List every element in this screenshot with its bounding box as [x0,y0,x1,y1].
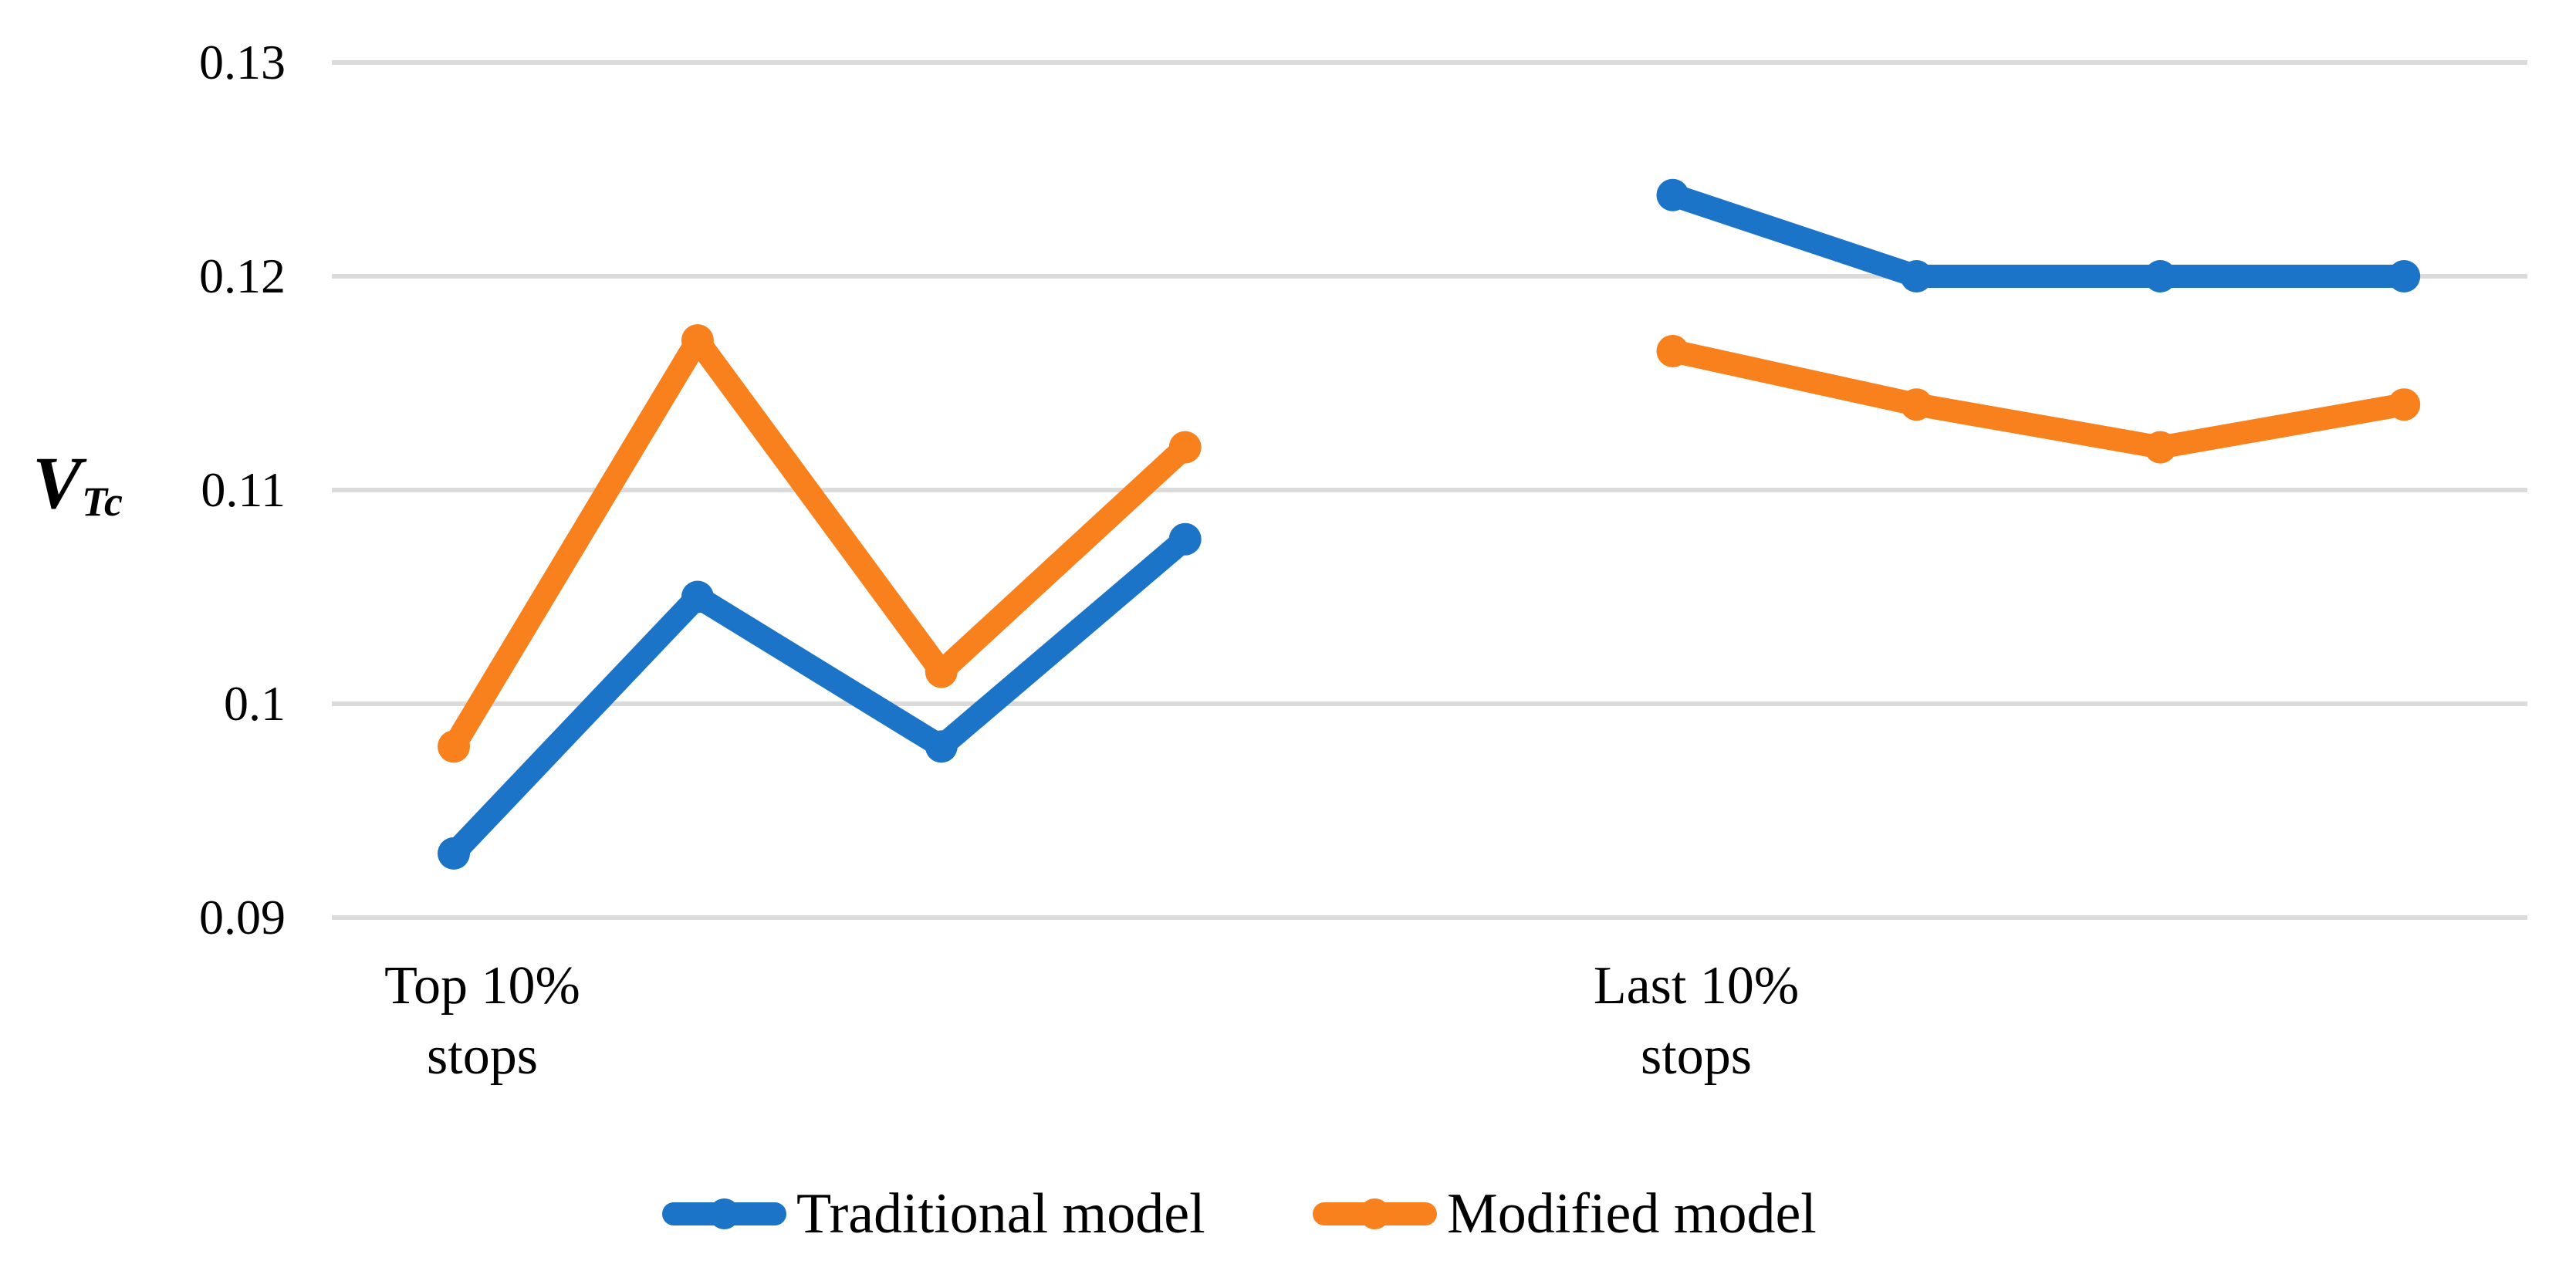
data-point [438,837,470,870]
data-point [1168,522,1202,556]
legend-label-modified-model: Modified model [1447,1182,1817,1246]
x-category-label-line1: Top 10% [384,956,580,1016]
y-tick-label: 0.09 [199,890,286,945]
legend-marker-traditional-model [662,1198,786,1229]
legend-marker-modified-model [1313,1198,1437,1229]
legend-dot [1359,1198,1391,1229]
y-tick-label: 0.1 [224,676,286,731]
data-point [2144,260,2177,292]
data-point [1656,334,1689,367]
y-axis-title: VTc [32,446,124,525]
data-point [2388,260,2421,292]
legend-item-traditional-model: Traditional model [661,1183,1205,1245]
legend-label-traditional-model: Traditional model [796,1182,1205,1246]
y-tick-label: 0.11 [201,462,286,517]
series-line-1 [442,329,1197,759]
x-category-label-line1: Last 10% [1593,956,1800,1016]
data-point [2388,388,2421,421]
data-point [1168,431,1202,464]
y-axis-title-main: V [32,441,83,524]
y-axis-title-subscript: Tc [82,478,124,525]
data-point [1900,388,1933,421]
data-point [1900,260,1933,292]
series-line-0 [1661,183,2416,288]
legend-dot [708,1198,740,1229]
data-point [681,580,714,614]
data-point [681,324,714,357]
data-point [925,655,958,688]
data-point [925,730,958,763]
legend-item-modified-model: Modified model [1312,1183,1817,1245]
x-category-label-line2: stops [427,1026,538,1086]
data-point [1656,178,1689,211]
x-category-label-top10: Top 10% stops [174,951,791,1091]
series-line-0 [442,527,1197,865]
y-tick-label: 0.13 [199,35,286,90]
data-point [2144,431,2177,464]
x-category-label-line2: stops [1641,1026,1752,1086]
y-tick-label: 0.12 [199,248,286,303]
data-point [438,730,470,763]
x-category-label-last10: Last 10% stops [1388,951,2005,1091]
series-line-1 [1661,339,2416,459]
